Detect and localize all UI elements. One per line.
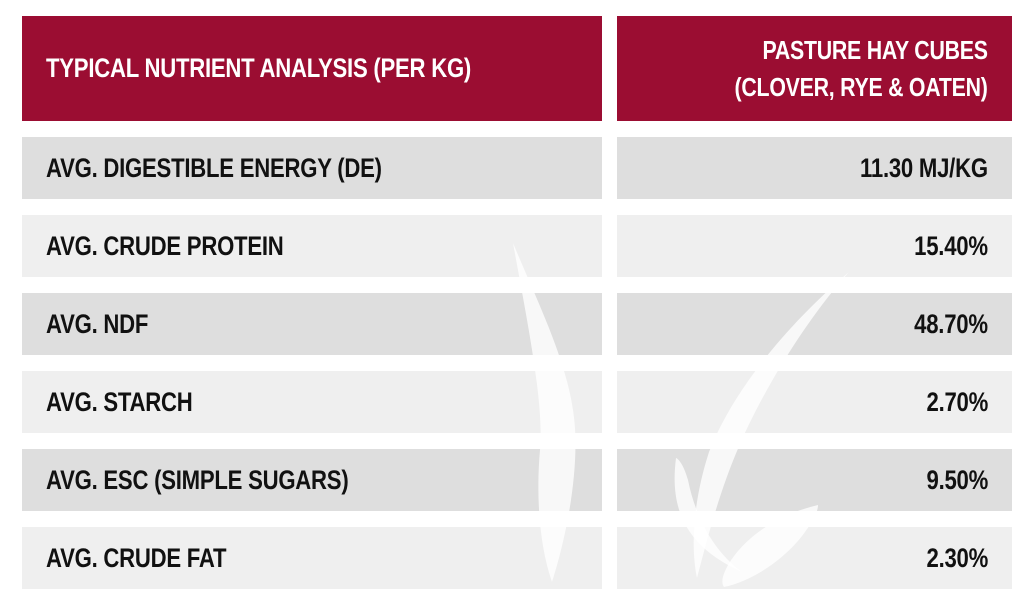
table-row-label-cell: AVG. STARCH <box>22 371 602 433</box>
table-row-label-cell: AVG. CRUDE FAT <box>22 527 602 589</box>
table-row-value-cell: 15.40% <box>617 215 1012 277</box>
table-row-value-cell: 9.50% <box>617 449 1012 511</box>
table-title: TYPICAL NUTRIENT ANALYSIS (PER KG) <box>46 53 472 83</box>
table-row-value-cell: 48.70% <box>617 293 1012 355</box>
nutrient-value: 15.40% <box>914 230 988 261</box>
nutrient-value: 11.30 MJ/KG <box>860 152 988 183</box>
table-header-left: TYPICAL NUTRIENT ANALYSIS (PER KG) <box>22 16 602 121</box>
nutrient-label: AVG. CRUDE PROTEIN <box>46 230 284 261</box>
table-row-value-cell: 11.30 MJ/KG <box>617 137 1012 199</box>
nutrient-table: TYPICAL NUTRIENT ANALYSIS (PER KG) PASTU… <box>22 16 1012 589</box>
nutrient-value: 2.30% <box>926 542 988 573</box>
table-row-label-cell: AVG. DIGESTIBLE ENERGY (DE) <box>22 137 602 199</box>
table-header-right: PASTURE HAY CUBES (CLOVER, RYE & OATEN) <box>617 16 1012 121</box>
nutrient-label: AVG. STARCH <box>46 386 193 417</box>
nutrient-value: 48.70% <box>914 308 988 339</box>
nutrient-label: AVG. ESC (SIMPLE SUGARS) <box>46 464 349 495</box>
table-row-label-cell: AVG. CRUDE PROTEIN <box>22 215 602 277</box>
table-row-label-cell: AVG. NDF <box>22 293 602 355</box>
table-row-value-cell: 2.70% <box>617 371 1012 433</box>
nutrient-label: AVG. NDF <box>46 308 149 339</box>
product-name-line2: (CLOVER, RYE & OATEN) <box>734 71 988 102</box>
nutrient-label: AVG. DIGESTIBLE ENERGY (DE) <box>46 152 382 183</box>
product-name-line1: PASTURE HAY CUBES <box>762 34 989 65</box>
nutrient-value: 9.50% <box>926 464 988 495</box>
table-row-label-cell: AVG. ESC (SIMPLE SUGARS) <box>22 449 602 511</box>
nutrient-value: 2.70% <box>926 386 988 417</box>
nutrient-label: AVG. CRUDE FAT <box>46 542 227 573</box>
table-row-value-cell: 2.30% <box>617 527 1012 589</box>
